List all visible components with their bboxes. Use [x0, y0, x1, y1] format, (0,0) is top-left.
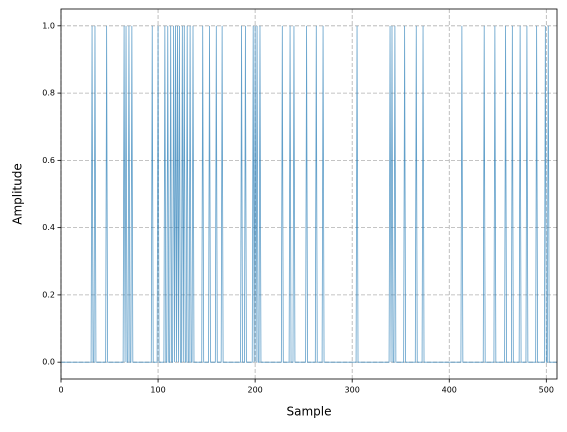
x-tick-label: 300: [345, 386, 360, 395]
y-tick-label: 0.8: [42, 89, 55, 98]
signal-line: [61, 25, 557, 363]
x-tick-label: 200: [247, 386, 262, 395]
axes-frame: [60, 8, 558, 380]
y-tick-label: 1.0: [42, 21, 55, 30]
grid: [60, 9, 557, 379]
x-tick-label: 100: [150, 386, 165, 395]
y-tick-label: 0.4: [42, 223, 55, 232]
y-axis-label: Amplitude: [11, 163, 25, 225]
plot-area: [61, 25, 557, 363]
x-tick-label: 400: [442, 386, 457, 395]
x-tick-label: 500: [539, 386, 554, 395]
y-tick-label: 0.6: [42, 156, 55, 165]
y-tick-label: 0.0: [42, 358, 55, 367]
x-axis-label: Sample: [287, 405, 332, 419]
y-tick-label: 0.2: [42, 290, 55, 299]
x-tick-label: 0: [58, 386, 63, 395]
